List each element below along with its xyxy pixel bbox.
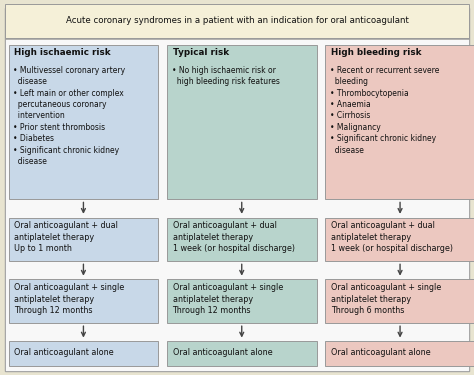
Bar — [325, 341, 474, 366]
Text: High ischaemic risk: High ischaemic risk — [14, 48, 111, 57]
Text: Acute coronary syndromes in a patient with an indication for oral anticoagulant: Acute coronary syndromes in a patient wi… — [65, 16, 409, 25]
Text: Oral anticoagulant + dual
antiplatelet therapy
1 week (or hospital discharge): Oral anticoagulant + dual antiplatelet t… — [331, 221, 453, 253]
Text: Oral anticoagulant + single
antiplatelet therapy
Through 6 months: Oral anticoagulant + single antiplatelet… — [331, 283, 441, 315]
Text: • Recent or recurrent severe
  bleeding
• Thrombocytopenia
• Anaemia
• Cirrhosis: • Recent or recurrent severe bleeding • … — [330, 66, 439, 155]
Bar — [9, 341, 158, 366]
Bar — [9, 45, 158, 199]
Text: Oral anticoagulant + dual
antiplatelet therapy
1 week (or hospital discharge): Oral anticoagulant + dual antiplatelet t… — [173, 221, 294, 253]
Text: Oral anticoagulant alone: Oral anticoagulant alone — [173, 348, 272, 357]
Text: Oral anticoagulant alone: Oral anticoagulant alone — [14, 348, 114, 357]
Text: Oral anticoagulant + single
antiplatelet therapy
Through 12 months: Oral anticoagulant + single antiplatelet… — [173, 283, 283, 315]
Bar — [5, 39, 469, 371]
Text: Typical risk: Typical risk — [173, 48, 228, 57]
Text: Oral anticoagulant + dual
antiplatelet therapy
Up to 1 month: Oral anticoagulant + dual antiplatelet t… — [14, 221, 118, 253]
Text: • Multivessel coronary artery
  disease
• Left main or other complex
  percutane: • Multivessel coronary artery disease • … — [13, 66, 126, 166]
Bar — [325, 217, 474, 261]
Text: High bleeding risk: High bleeding risk — [331, 48, 421, 57]
Bar — [167, 45, 317, 199]
Bar — [9, 279, 158, 322]
Text: • No high ischaemic risk or
  high bleeding risk features: • No high ischaemic risk or high bleedin… — [172, 66, 280, 86]
Bar — [325, 45, 474, 199]
Bar — [167, 279, 317, 322]
Bar — [9, 217, 158, 261]
Text: Oral anticoagulant + single
antiplatelet therapy
Through 12 months: Oral anticoagulant + single antiplatelet… — [14, 283, 125, 315]
Bar — [167, 217, 317, 261]
Bar — [167, 341, 317, 366]
Text: Oral anticoagulant alone: Oral anticoagulant alone — [331, 348, 430, 357]
Bar — [5, 4, 469, 38]
Bar — [325, 279, 474, 322]
